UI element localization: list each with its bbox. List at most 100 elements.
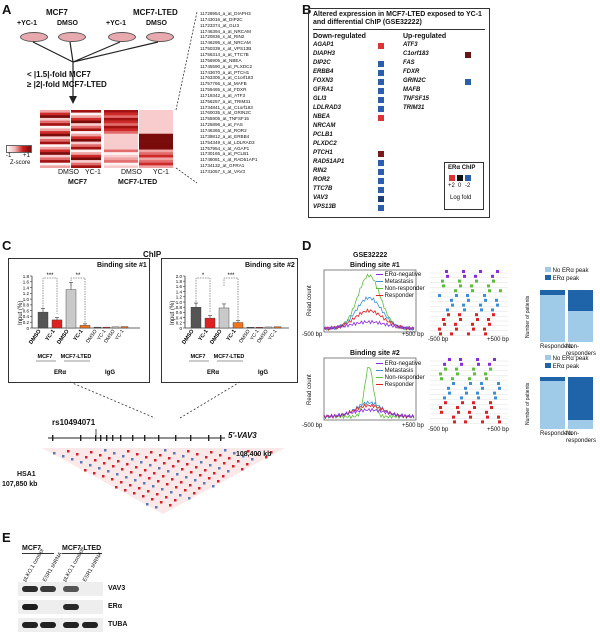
ld-cell (158, 467, 161, 470)
site-connectors (69, 381, 241, 419)
panel-b-title: Altered expression in MCF7-LTED exposed … (313, 11, 482, 26)
tracks-x-right-2: +500 bp (487, 427, 509, 433)
track-peak (473, 372, 476, 376)
probe-label: 11754349_s_at_LDLRAD3 (200, 139, 255, 145)
chip-swatch (378, 97, 384, 103)
heatmap (40, 110, 173, 168)
down-gene: VPS13B (313, 204, 337, 210)
peak-label-2: ERα peak (552, 364, 580, 370)
lane-label: DMSO (209, 328, 224, 346)
ld-cell (194, 479, 197, 482)
down-gene: DIP2C (313, 60, 331, 66)
track-peak (479, 270, 482, 273)
track-peak (469, 382, 472, 385)
ld-cell (145, 456, 148, 459)
lane-label: YC-1 (198, 329, 210, 343)
track-peak (480, 308, 483, 312)
ld-cell (214, 459, 217, 462)
exon (120, 435, 122, 441)
panel-d-title: GSE32222 (353, 252, 388, 259)
legend-sub: Log fold (450, 195, 472, 201)
igg-lane-label: YC-1 (96, 329, 108, 342)
track-peak (490, 406, 493, 409)
heatmap-col-yc1-1: YC-1 (85, 169, 101, 176)
heatmap-cell (71, 162, 101, 166)
track-peak (491, 308, 494, 312)
ld-cell (251, 458, 254, 461)
chip-legend-title: ERα ChIP (448, 165, 476, 171)
chip-box-1: Binding site #1 (8, 258, 150, 383)
ld-cell (116, 473, 119, 476)
heatmap-cell (40, 131, 70, 135)
dish-icon (20, 32, 48, 42)
probe-label: 11757954_x_at_AGAP1 (200, 145, 250, 151)
ld-cell (152, 485, 155, 488)
ld-cell (167, 470, 170, 473)
heatmap-cell (104, 120, 138, 124)
chip-swatch (378, 70, 384, 76)
ld-cell (224, 449, 227, 452)
y-tick-label: 1.2 (23, 291, 30, 296)
heatmap-cell (104, 115, 138, 119)
track-peak (459, 318, 462, 321)
e-mcf7-lted: MCF7-LTED (62, 545, 102, 552)
sig-label: *** (227, 273, 235, 279)
ld-cell (198, 487, 201, 490)
down-gene: FOXN3 (313, 78, 334, 84)
ld-cell (218, 467, 221, 470)
exon (175, 435, 177, 441)
track-peak (443, 396, 446, 400)
heatmap-cell (71, 165, 101, 168)
track-peak (439, 372, 442, 376)
heatmap-cell (104, 131, 138, 135)
panel-d-letter: D (302, 238, 312, 253)
heatmap-col-yc1-2: YC-1 (153, 169, 169, 176)
ld-cell (131, 458, 134, 461)
legend-non-responder: Non-responder (384, 286, 425, 292)
heatmap-cell (40, 128, 70, 132)
down-gene: RIN2 (313, 168, 327, 174)
ld-cell (223, 462, 226, 465)
down-gene: NBEA (313, 114, 331, 120)
track-peak (458, 313, 461, 317)
track-peak (467, 332, 470, 336)
bar (65, 289, 77, 329)
heatmap-cell (104, 139, 138, 142)
site1-label: Binding site #1 (97, 262, 147, 269)
legend2-era-negative: ERα-negative (384, 361, 422, 367)
heatmap-cell (71, 152, 101, 156)
down-gene: RAD51AP1 (313, 159, 345, 165)
bar (120, 326, 129, 329)
ld-cell (265, 456, 268, 459)
heatmap-group-lted: MCF7-LTED (118, 179, 158, 186)
track-peak (481, 420, 484, 424)
ld-cell (130, 471, 133, 474)
start-label: 107,850 kb (2, 481, 38, 488)
exon (158, 435, 160, 441)
exon (208, 435, 210, 441)
track-peak (487, 318, 490, 321)
ld-cell (179, 494, 182, 497)
ld-cell (270, 451, 273, 454)
track-peak (477, 362, 480, 366)
down-gene: GLI3 (313, 96, 327, 102)
heatmap-cell (139, 131, 173, 135)
lane-label: YC-1 (73, 329, 85, 343)
track-peak (480, 382, 483, 385)
bar (204, 317, 216, 329)
track-peak (465, 391, 468, 395)
track-peak (443, 322, 446, 326)
ld-cell (176, 473, 179, 476)
heatmap-cell (40, 139, 70, 142)
y-tick-label: 0.4 (23, 314, 30, 319)
panel-c-letter: C (2, 238, 12, 253)
ld-cell (204, 469, 207, 472)
ld-cell (157, 480, 160, 483)
ld-cell (93, 472, 96, 475)
ld-cell (241, 468, 244, 471)
e-era: ERα (108, 603, 123, 610)
ld-cell (85, 456, 88, 459)
heatmap-cell (71, 123, 101, 127)
mcf7-label: MCF7 (46, 8, 68, 17)
bar (273, 326, 282, 329)
